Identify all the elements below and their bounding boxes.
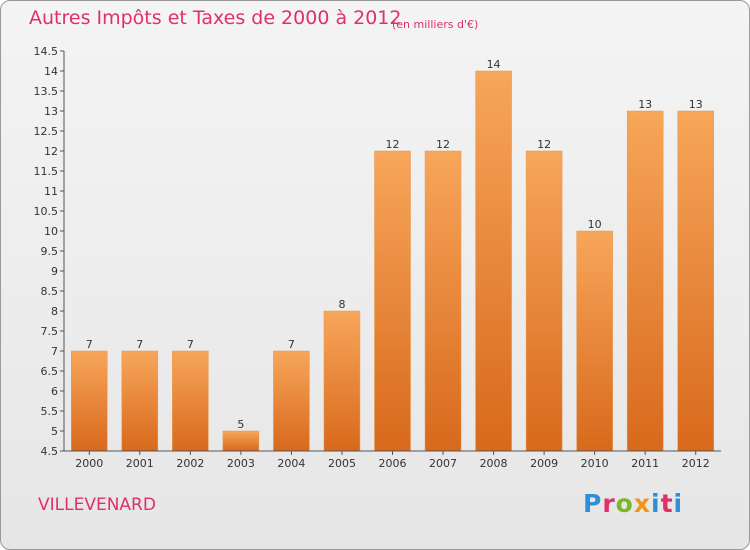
x-tick-label-2007: 2007 <box>429 457 457 470</box>
bar-2001 <box>121 350 159 452</box>
y-tick-label: 12.5 <box>34 125 59 138</box>
bar-2012 <box>677 110 714 452</box>
y-tick-label: 14 <box>44 65 58 78</box>
y-tick-label: 6 <box>51 385 58 398</box>
bar-2003 <box>222 430 260 452</box>
data-label-2009: 12 <box>537 138 551 151</box>
y-tick-label: 14.5 <box>34 45 59 58</box>
y-tick-label: 7 <box>51 345 58 358</box>
y-tick-label: 9 <box>51 265 58 278</box>
data-label-2001: 7 <box>136 338 143 351</box>
x-tick-label-2004: 2004 <box>277 457 305 470</box>
y-tick-label: 13.5 <box>34 85 59 98</box>
y-tick-label: 5 <box>51 425 58 438</box>
data-label-2005: 8 <box>338 298 345 311</box>
data-labels: 7 7 7 5 7 8 12 12 14 12 10 13 13 <box>86 58 703 431</box>
y-tick-label: 12 <box>44 145 58 158</box>
y-tick-label: 8.5 <box>41 285 59 298</box>
x-tick-label-2002: 2002 <box>176 457 204 470</box>
x-tick-label-2000: 2000 <box>75 457 103 470</box>
x-tick-label-2005: 2005 <box>328 457 356 470</box>
bar-2011 <box>626 110 664 452</box>
bar-2009 <box>525 150 563 452</box>
logo-letter: i <box>651 489 661 518</box>
y-tick-label: 9.5 <box>41 245 59 258</box>
x-tick-label-2010: 2010 <box>581 457 609 470</box>
x-tick-label-2011: 2011 <box>631 457 659 470</box>
x-tick-label-2008: 2008 <box>480 457 508 470</box>
x-tick-label-2009: 2009 <box>530 457 558 470</box>
bar-2004 <box>273 350 310 452</box>
data-label-2011: 13 <box>638 98 652 111</box>
y-tick-label: 6.5 <box>41 365 59 378</box>
town-name: VILLEVENARD <box>38 495 156 515</box>
bar-2008 <box>475 70 512 452</box>
data-label-2003: 5 <box>237 418 244 431</box>
bar-2000 <box>71 350 108 452</box>
bar-2007 <box>424 150 462 452</box>
data-label-2006: 12 <box>386 138 400 151</box>
x-tick-label-2012: 2012 <box>682 457 710 470</box>
x-tick-label-2001: 2001 <box>126 457 154 470</box>
logo-letter: x <box>633 489 651 518</box>
logo-letter: P <box>583 489 603 518</box>
y-tick-label: 11 <box>44 185 58 198</box>
y-tick-label: 7.5 <box>41 325 59 338</box>
logo-letter: o <box>615 489 634 518</box>
x-tick-label-2006: 2006 <box>379 457 407 470</box>
bar-2002 <box>172 350 209 452</box>
bars <box>71 70 714 452</box>
data-label-2004: 7 <box>288 338 295 351</box>
data-label-2007: 12 <box>436 138 450 151</box>
y-tick-label: 8 <box>51 305 58 318</box>
data-label-2008: 14 <box>487 58 501 71</box>
logo-letter: t <box>660 489 674 518</box>
y-tick-label: 4.5 <box>41 445 59 458</box>
bar-2005 <box>323 310 361 452</box>
x-axis: 2000 2001 2002 2003 2004 2005 2006 2007 2008 2009… <box>64 450 721 470</box>
bar-2010 <box>576 230 613 452</box>
data-label-2010: 10 <box>588 218 602 231</box>
y-tick-label: 5.5 <box>41 405 59 418</box>
bar-2006 <box>374 150 411 452</box>
data-label-2000: 7 <box>86 338 93 351</box>
y-axis: 4.5 5 5.5 6 6.5 7 7.5 8 8.5 9 9.5 10 10.5 11 11.5 12 12.… <box>34 45 65 458</box>
y-tick-label: 11.5 <box>34 165 59 178</box>
data-label-2012: 13 <box>689 98 703 111</box>
y-tick-label: 13 <box>44 105 58 118</box>
y-tick-label: 10.5 <box>34 205 59 218</box>
x-tick-label-2003: 2003 <box>227 457 255 470</box>
y-tick-label: 10 <box>44 225 58 238</box>
data-label-2002: 7 <box>187 338 194 351</box>
chart-subtitle: (en milliers d'€) <box>392 18 479 31</box>
chart-title: Autres Impôts et Taxes de 2000 à 2012 <box>29 7 402 29</box>
proxiti-logo: Proxiti <box>583 489 683 518</box>
logo-letter: r <box>602 489 616 518</box>
logo-letter: i <box>673 489 684 518</box>
